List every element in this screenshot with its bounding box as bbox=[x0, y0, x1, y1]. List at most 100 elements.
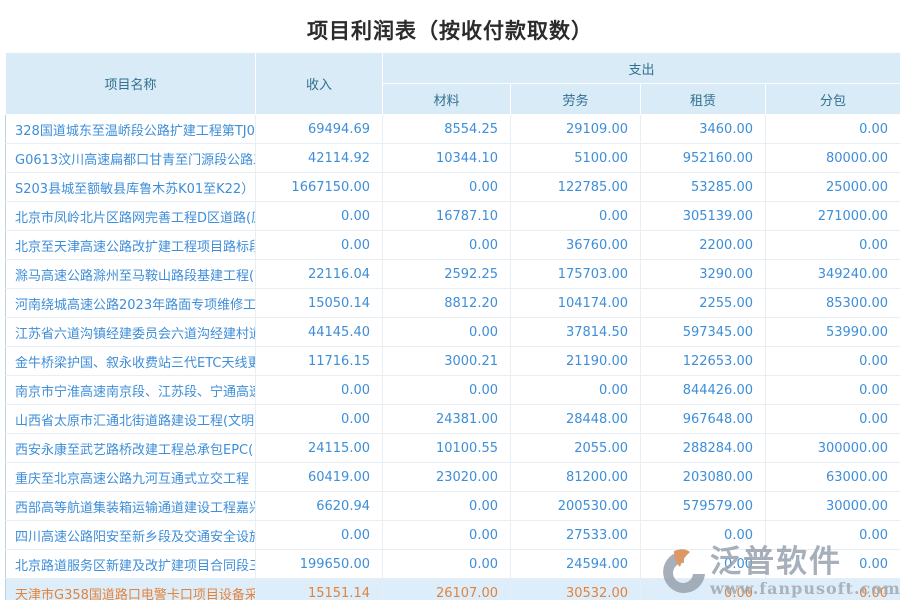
subcontract-cell: 300000.00 bbox=[765, 433, 900, 463]
project-name-cell[interactable]: 河南绕城高速公路2023年路面专项维修工程 bbox=[5, 288, 256, 318]
project-name-cell[interactable]: 西部高等航道集装箱运输通道建设工程嘉兴 bbox=[5, 491, 256, 521]
column-header-labor: 劳务 bbox=[510, 83, 641, 115]
rent-cell: 579579.00 bbox=[640, 491, 766, 521]
table-row[interactable]: 北京至天津高速公路改扩建工程项目路标段 0.00 0.00 36760.00 2… bbox=[5, 230, 900, 260]
project-name-cell[interactable]: 山西省太原市汇通北街道路建设工程(文明 bbox=[5, 404, 256, 434]
subcontract-cell: 271000.00 bbox=[765, 201, 900, 231]
project-name-cell[interactable]: 北京市凤岭北片区路网完善工程D区道路(原 bbox=[5, 201, 256, 231]
table-row[interactable]: 西部高等航道集装箱运输通道建设工程嘉兴 6620.94 0.00 200530.… bbox=[5, 491, 900, 521]
labor-cell: 200530.00 bbox=[510, 491, 641, 521]
income-cell: 0.00 bbox=[255, 375, 383, 405]
subcontract-cell: 0.00 bbox=[765, 549, 900, 579]
project-name-cell[interactable]: 328国道城东至温峤段公路扩建工程第TJ01 bbox=[5, 114, 256, 144]
material-cell: 0.00 bbox=[382, 549, 511, 579]
labor-cell: 30532.00 bbox=[510, 578, 641, 600]
material-cell: 16787.10 bbox=[382, 201, 511, 231]
table-row[interactable]: 天津市G358国道路口电警卡口项目设备采购 15151.14 26107.00 … bbox=[5, 578, 900, 600]
project-name-cell[interactable]: 北京路道服务区新建及改扩建项目合同段三 bbox=[5, 549, 256, 579]
subcontract-cell: 53990.00 bbox=[765, 317, 900, 347]
table-row[interactable]: G0613汶川高速扁都口甘青至门源段公路工程 42114.92 10344.10… bbox=[5, 143, 900, 173]
labor-cell: 29109.00 bbox=[510, 114, 641, 144]
rent-cell: 844426.00 bbox=[640, 375, 766, 405]
income-cell: 0.00 bbox=[255, 520, 383, 550]
income-cell: 15050.14 bbox=[255, 288, 383, 318]
table-row[interactable]: 北京路道服务区新建及改扩建项目合同段三 199650.00 0.00 24594… bbox=[5, 549, 900, 579]
material-cell: 0.00 bbox=[382, 317, 511, 347]
project-name-cell[interactable]: 天津市G358国道路口电警卡口项目设备采购 bbox=[5, 578, 256, 600]
table-row[interactable]: 四川高速公路阳安至新乡段及交通安全设施 0.00 0.00 27533.00 0… bbox=[5, 520, 900, 550]
rent-cell: 305139.00 bbox=[640, 201, 766, 231]
labor-cell: 0.00 bbox=[510, 201, 641, 231]
labor-cell: 28448.00 bbox=[510, 404, 641, 434]
subcontract-cell: 25000.00 bbox=[765, 172, 900, 202]
table-row[interactable]: S203县城至额敏县库鲁木苏K01至K22）良 1667150.00 0.00 … bbox=[5, 172, 900, 202]
column-header-subcontract: 分包 bbox=[764, 83, 900, 115]
income-cell: 15151.14 bbox=[255, 578, 383, 600]
material-cell: 10100.55 bbox=[382, 433, 511, 463]
project-name-cell[interactable]: 南京市宁淮高速南京段、江苏段、宁通高速 bbox=[5, 375, 256, 405]
income-cell: 24115.00 bbox=[255, 433, 383, 463]
labor-cell: 104174.00 bbox=[510, 288, 641, 318]
project-name-cell[interactable]: 滁马高速公路滁州至马鞍山路段基建工程( bbox=[5, 259, 256, 289]
column-header-project-name: 项目名称 bbox=[5, 52, 256, 115]
project-name-cell[interactable]: 江苏省六道沟镇经建委员会六道沟经建村道 bbox=[5, 317, 256, 347]
income-cell: 0.00 bbox=[255, 404, 383, 434]
subcontract-cell: 0.00 bbox=[765, 578, 900, 600]
rent-cell: 53285.00 bbox=[640, 172, 766, 202]
income-cell: 22116.04 bbox=[255, 259, 383, 289]
income-cell: 0.00 bbox=[255, 201, 383, 231]
table-row[interactable]: 北京市凤岭北片区路网完善工程D区道路(原 0.00 16787.10 0.00 … bbox=[5, 201, 900, 231]
material-cell: 2592.25 bbox=[382, 259, 511, 289]
income-cell: 42114.92 bbox=[255, 143, 383, 173]
subcontract-cell: 0.00 bbox=[765, 230, 900, 260]
rent-cell: 3460.00 bbox=[640, 114, 766, 144]
table-row[interactable]: 328国道城东至温峤段公路扩建工程第TJ01 69494.69 8554.25 … bbox=[5, 114, 900, 144]
table-row[interactable]: 南京市宁淮高速南京段、江苏段、宁通高速 0.00 0.00 0.00 84442… bbox=[5, 375, 900, 405]
rent-cell: 0.00 bbox=[640, 520, 766, 550]
material-cell: 0.00 bbox=[382, 520, 511, 550]
labor-cell: 81200.00 bbox=[510, 462, 641, 492]
project-name-cell[interactable]: 四川高速公路阳安至新乡段及交通安全设施 bbox=[5, 520, 256, 550]
project-name-cell[interactable]: 重庆至北京高速公路九河互通式立交工程 bbox=[5, 462, 256, 492]
rent-cell: 967648.00 bbox=[640, 404, 766, 434]
material-cell: 26107.00 bbox=[382, 578, 511, 600]
material-cell: 8554.25 bbox=[382, 114, 511, 144]
rent-cell: 597345.00 bbox=[640, 317, 766, 347]
income-cell: 0.00 bbox=[255, 230, 383, 260]
subcontract-cell: 80000.00 bbox=[765, 143, 900, 173]
labor-cell: 122785.00 bbox=[510, 172, 641, 202]
income-cell: 11716.15 bbox=[255, 346, 383, 376]
subcontract-cell: 30000.00 bbox=[765, 491, 900, 521]
project-name-cell[interactable]: G0613汶川高速扁都口甘青至门源段公路工程 bbox=[5, 143, 256, 173]
material-cell: 0.00 bbox=[382, 375, 511, 405]
subcontract-cell: 85300.00 bbox=[765, 288, 900, 318]
project-name-cell[interactable]: 金牛桥梁护国、叙永收费站三代ETC天线更 bbox=[5, 346, 256, 376]
labor-cell: 24594.00 bbox=[510, 549, 641, 579]
labor-cell: 37814.50 bbox=[510, 317, 641, 347]
rent-cell: 2255.00 bbox=[640, 288, 766, 318]
table-row[interactable]: 金牛桥梁护国、叙永收费站三代ETC天线更 11716.15 3000.21 21… bbox=[5, 346, 900, 376]
table-row[interactable]: 江苏省六道沟镇经建委员会六道沟经建村道 44145.40 0.00 37814.… bbox=[5, 317, 900, 347]
table-row[interactable]: 滁马高速公路滁州至马鞍山路段基建工程( 22116.04 2592.25 175… bbox=[5, 259, 900, 289]
project-name-cell[interactable]: 西安永康至武艺路桥改建工程总承包EPC( bbox=[5, 433, 256, 463]
material-cell: 0.00 bbox=[382, 230, 511, 260]
labor-cell: 0.00 bbox=[510, 375, 641, 405]
project-name-cell[interactable]: S203县城至额敏县库鲁木苏K01至K22）良 bbox=[5, 172, 256, 202]
rent-cell: 0.00 bbox=[640, 549, 766, 579]
table-row[interactable]: 河南绕城高速公路2023年路面专项维修工程 15050.14 8812.20 1… bbox=[5, 288, 900, 318]
labor-cell: 2055.00 bbox=[510, 433, 641, 463]
subcontract-cell: 349240.00 bbox=[765, 259, 900, 289]
rent-cell: 952160.00 bbox=[640, 143, 766, 173]
income-cell: 199650.00 bbox=[255, 549, 383, 579]
table-body: 328国道城东至温峤段公路扩建工程第TJ01 69494.69 8554.25 … bbox=[5, 114, 900, 600]
project-name-cell[interactable]: 北京至天津高速公路改扩建工程项目路标段 bbox=[5, 230, 256, 260]
table-header: 项目名称 收入 支出 材料 劳务 租赁 分包 bbox=[5, 52, 900, 115]
material-cell: 10344.10 bbox=[382, 143, 511, 173]
table-row[interactable]: 重庆至北京高速公路九河互通式立交工程 60419.00 23020.00 812… bbox=[5, 462, 900, 492]
table-row[interactable]: 西安永康至武艺路桥改建工程总承包EPC( 24115.00 10100.55 2… bbox=[5, 433, 900, 463]
rent-cell: 288284.00 bbox=[640, 433, 766, 463]
labor-cell: 36760.00 bbox=[510, 230, 641, 260]
table-row[interactable]: 山西省太原市汇通北街道路建设工程(文明 0.00 24381.00 28448.… bbox=[5, 404, 900, 434]
rent-cell: 3290.00 bbox=[640, 259, 766, 289]
column-header-expenditure: 支出 bbox=[381, 52, 900, 84]
